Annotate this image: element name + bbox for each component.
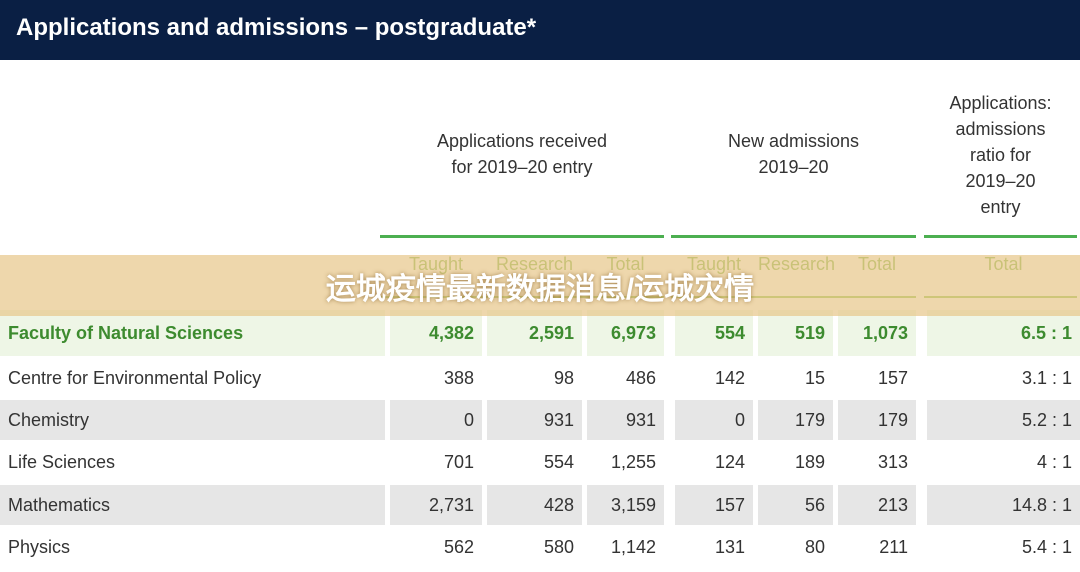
number-cell: 428: [487, 485, 582, 526]
number-cell: 1,073: [838, 310, 916, 356]
number-cell: 5.2 : 1: [927, 400, 1080, 441]
label-cell: Centre for Environmental Policy: [0, 358, 385, 398]
number-cell: 15: [758, 358, 833, 398]
label-cell: Chemistry: [0, 400, 385, 441]
group-header: 2019–20: [965, 171, 1036, 191]
number-cell: 580: [487, 527, 582, 568]
group-header: Applications received: [436, 131, 608, 151]
number-cell: 519: [758, 310, 833, 356]
number-cell: 554: [487, 442, 582, 483]
number-cell: 554: [675, 310, 753, 356]
number-cell: 4,382: [390, 310, 482, 356]
number-cell: 0: [390, 400, 482, 441]
number-cell: 1,142: [587, 527, 664, 568]
number-cell: 124: [675, 442, 753, 483]
group-header: Applications:: [949, 93, 1052, 113]
number-cell: 142: [675, 358, 753, 398]
title-bar: [0, 0, 1080, 60]
number-cell: 4 : 1: [927, 442, 1080, 483]
number-cell: 701: [390, 442, 482, 483]
banner: 运城疫情最新数据消息/运城灾情: [0, 255, 1080, 316]
number-cell: 179: [758, 400, 833, 441]
number-cell: 80: [758, 527, 833, 568]
label-cell: Life Sciences: [0, 442, 385, 483]
title: Applications and admissions – postgradua…: [16, 14, 537, 41]
number-cell: 189: [758, 442, 833, 483]
number-cell: 486: [587, 358, 664, 398]
number-cell: 3,159: [587, 485, 664, 526]
number-cell: 157: [838, 358, 916, 398]
rule: [924, 235, 1077, 238]
group-header: entry: [980, 197, 1021, 217]
number-cell: 2,731: [390, 485, 482, 526]
number-cell: 2,591: [487, 310, 582, 356]
label-cell: Mathematics: [0, 485, 385, 526]
number-cell: 313: [838, 442, 916, 483]
number-cell: 6,973: [587, 310, 664, 356]
number-cell: 1,255: [587, 442, 664, 483]
number-cell: 931: [487, 400, 582, 441]
group-header: admissions: [955, 119, 1046, 139]
number-cell: 14.8 : 1: [927, 485, 1080, 526]
banner-text: 运城疫情最新数据消息/运城灾情: [325, 272, 755, 306]
group-header: 2019–20: [758, 157, 829, 177]
number-cell: 98: [487, 358, 582, 398]
number-cell: 131: [675, 527, 753, 568]
number-cell: 211: [838, 527, 916, 568]
number-cell: 0: [675, 400, 753, 441]
number-cell: 562: [390, 527, 482, 568]
number-cell: 3.1 : 1: [927, 358, 1080, 398]
number-cell: 56: [758, 485, 833, 526]
number-cell: 5.4 : 1: [927, 527, 1080, 568]
rule: [671, 235, 916, 238]
label-cell: Faculty of Natural Sciences: [0, 310, 385, 356]
number-cell: 388: [390, 358, 482, 398]
group-header: ratio for: [969, 145, 1032, 165]
group-header: for 2019–20 entry: [451, 157, 593, 177]
rule: [380, 235, 664, 238]
number-cell: 6.5 : 1: [927, 310, 1080, 356]
group-header: New admissions: [727, 131, 860, 151]
number-cell: 931: [587, 400, 664, 441]
number-cell: 157: [675, 485, 753, 526]
number-cell: 213: [838, 485, 916, 526]
number-cell: 179: [838, 400, 916, 441]
label-cell: Physics: [0, 527, 385, 568]
